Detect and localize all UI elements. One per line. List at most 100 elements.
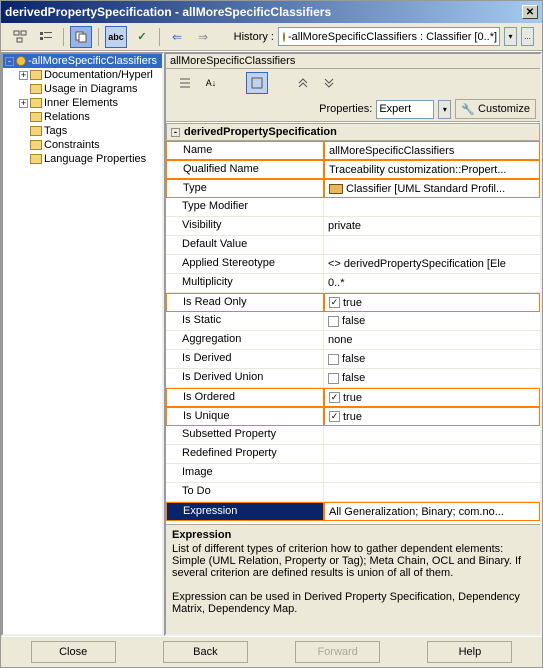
property-value-cell[interactable] [324, 483, 540, 502]
property-row[interactable]: Default Value [166, 236, 540, 255]
title-bar: derivedPropertySpecification - allMoreSp… [1, 1, 542, 23]
expand-icon[interactable] [292, 72, 314, 94]
mode-select[interactable]: Expert [376, 100, 434, 119]
property-key: Is Static [166, 312, 324, 331]
categorize-icon[interactable] [174, 72, 196, 94]
checkbox[interactable]: ✓ [329, 297, 340, 308]
nav-back-icon[interactable]: ⇐ [166, 26, 188, 48]
customize-button[interactable]: 🔧 Customize [455, 99, 536, 119]
property-key: Type [166, 179, 324, 198]
property-value: allMoreSpecificClassifiers [329, 145, 454, 157]
property-row[interactable]: Is Derived false [166, 350, 540, 369]
tree-item[interactable]: Language Properties [3, 152, 162, 166]
property-value-cell[interactable] [324, 464, 540, 483]
property-value-cell[interactable]: private [324, 217, 540, 236]
mode-dropdown-icon[interactable]: ▾ [438, 100, 451, 119]
classifier-icon [329, 184, 343, 194]
checkbox[interactable]: ✓ [329, 392, 340, 403]
tree-item[interactable]: Tags [3, 124, 162, 138]
property-row[interactable]: Image [166, 464, 540, 483]
property-value-cell[interactable]: allMoreSpecificClassifiers [324, 141, 540, 160]
property-row[interactable]: Multiplicity0..* [166, 274, 540, 293]
property-row[interactable]: Subsetted Property [166, 426, 540, 445]
stereotype-icon: <> [328, 258, 341, 270]
property-row[interactable]: Type Modifier [166, 198, 540, 217]
group-icon[interactable] [246, 72, 268, 94]
property-key: To Do [166, 483, 324, 502]
property-key: Is Ordered [166, 388, 324, 407]
property-row[interactable]: Aggregationnone [166, 331, 540, 350]
back-button[interactable]: Back [163, 641, 248, 663]
property-value-cell[interactable] [324, 198, 540, 217]
property-row[interactable]: Redefined Property [166, 445, 540, 464]
property-value-cell[interactable]: Classifier [UML Standard Profil... [324, 179, 540, 198]
collapse-icon[interactable] [318, 72, 340, 94]
properties-label: Properties: [319, 103, 372, 115]
help-button[interactable]: Help [427, 641, 512, 663]
tool-tree-icon[interactable] [9, 26, 31, 48]
tree-item[interactable]: + Inner Elements [3, 96, 162, 110]
property-key: Type Modifier [166, 198, 324, 217]
property-value-cell[interactable]: All Generalization; Binary; com.no... [324, 502, 540, 521]
nav-forward-icon[interactable]: ⇒ [192, 26, 214, 48]
close-icon[interactable]: ✕ [522, 5, 538, 19]
checkbox[interactable] [328, 354, 339, 365]
property-value-cell[interactable] [324, 445, 540, 464]
tree-item[interactable]: Usage in Diagrams [3, 82, 162, 96]
property-value-cell[interactable] [324, 426, 540, 445]
property-row[interactable]: Type Classifier [UML Standard Profil... [166, 179, 540, 198]
tool-abc-button[interactable]: abc [105, 26, 127, 48]
tree-item[interactable]: --allMoreSpecificClassifiers [3, 54, 162, 68]
property-value-cell[interactable]: none [324, 331, 540, 350]
property-value-cell[interactable]: 0..* [324, 274, 540, 293]
collapse-section-icon[interactable]: - [171, 128, 180, 137]
property-row[interactable]: To Do [166, 483, 540, 502]
property-value-cell[interactable]: false [324, 369, 540, 388]
close-button[interactable]: Close [31, 641, 116, 663]
tool-list-icon[interactable] [35, 26, 57, 48]
tree-label: Inner Elements [44, 97, 118, 109]
section-header[interactable]: - derivedPropertySpecification [166, 123, 540, 141]
property-panel: allMoreSpecificClassifiers A↓ Properties… [164, 52, 542, 636]
properties-bar: Properties: Expert ▾ 🔧 Customize [166, 97, 540, 122]
property-value-cell[interactable]: ✓ true [324, 407, 540, 426]
property-value-cell[interactable]: false [324, 312, 540, 331]
tree-item[interactable]: Relations [3, 110, 162, 124]
property-value-cell[interactable]: false [324, 350, 540, 369]
history-combo[interactable]: -allMoreSpecificClassifiers : Classifier… [278, 27, 500, 46]
property-row[interactable]: NameallMoreSpecificClassifiers [166, 141, 540, 160]
property-value: Traceability customization::Propert... [329, 164, 507, 176]
expand-icon[interactable]: + [19, 71, 28, 80]
expand-icon[interactable]: - [5, 57, 14, 66]
property-row[interactable]: Is Unique✓ true [166, 407, 540, 426]
property-value: true [343, 411, 362, 423]
tree-label: Language Properties [44, 153, 146, 165]
property-row[interactable]: Is Read Only✓ true [166, 293, 540, 312]
property-row[interactable]: Is Static false [166, 312, 540, 331]
expand-icon[interactable]: + [19, 99, 28, 108]
checkbox[interactable] [328, 316, 339, 327]
property-value-cell[interactable] [324, 236, 540, 255]
tool-copy-icon[interactable] [70, 26, 92, 48]
folder-icon [30, 98, 42, 108]
property-row[interactable]: Visibilityprivate [166, 217, 540, 236]
property-value-cell[interactable]: <> derivedPropertySpecification [Ele [324, 255, 540, 274]
checkbox[interactable] [328, 373, 339, 384]
property-row[interactable]: Is Derived Union false [166, 369, 540, 388]
property-row[interactable]: ExpressionAll Generalization; Binary; co… [166, 502, 540, 521]
property-row[interactable]: Applied Stereotype<> derivedPropertySpec… [166, 255, 540, 274]
property-value-cell[interactable]: ✓ true [324, 293, 540, 312]
property-row[interactable]: Qualified NameTraceability customization… [166, 160, 540, 179]
property-value-cell[interactable]: ✓ true [324, 388, 540, 407]
property-value-cell[interactable]: Traceability customization::Propert... [324, 160, 540, 179]
tool-check-icon[interactable]: ✓ [131, 26, 153, 48]
tree-item[interactable]: +Documentation/Hyperl [3, 68, 162, 82]
property-row[interactable]: Is Ordered✓ true [166, 388, 540, 407]
tree-item[interactable]: Constraints [3, 138, 162, 152]
property-value: none [328, 334, 352, 346]
description-panel: Expression List of different types of cr… [166, 524, 540, 634]
history-more-button[interactable]: ... [521, 27, 534, 46]
history-dropdown-icon[interactable]: ▾ [504, 27, 517, 46]
sort-icon[interactable]: A↓ [200, 72, 222, 94]
checkbox[interactable]: ✓ [329, 411, 340, 422]
